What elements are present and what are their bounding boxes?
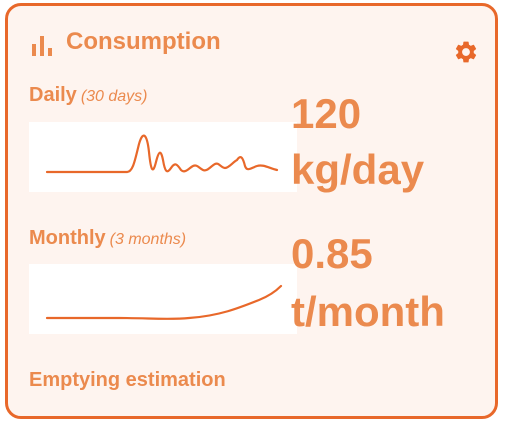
monthly-unit: t/month (291, 288, 445, 335)
gear-icon[interactable] (453, 39, 479, 65)
card-title: Consumption (66, 28, 221, 55)
daily-value: 120 (291, 90, 362, 137)
monthly-sparkline (29, 264, 297, 334)
emptying-estimation-link[interactable]: Emptying estimation (29, 369, 226, 391)
daily-unit: kg/day (291, 146, 425, 193)
consumption-card: Consumption Daily (30 days) 120 kg/day Mo… (5, 3, 498, 419)
daily-label: Daily (30 days) (29, 84, 148, 107)
daily-sparkline (29, 122, 297, 192)
daily-period: (30 days) (80, 88, 148, 105)
bar-chart-icon (32, 36, 52, 56)
monthly-label: Monthly (3 months) (29, 227, 186, 250)
monthly-period: (3 months) (109, 231, 187, 248)
daily-label-text: Daily (29, 84, 77, 106)
monthly-label-text: Monthly (29, 227, 106, 249)
monthly-value: 0.85 (291, 230, 373, 277)
